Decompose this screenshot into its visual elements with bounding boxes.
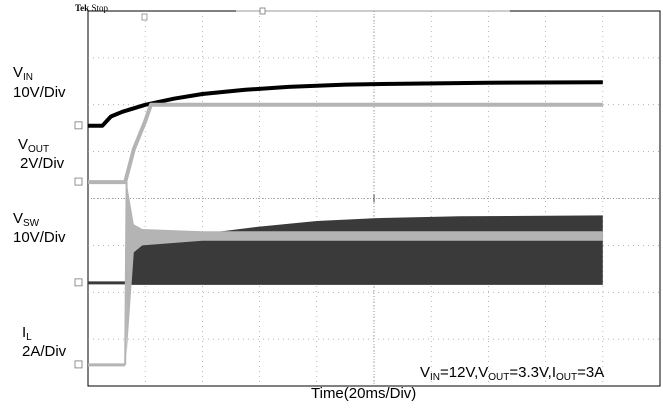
vin-ground-marker	[74, 121, 83, 130]
il-startup-spike	[124, 182, 128, 365]
vout-ground-marker	[74, 177, 83, 186]
vin-scale-label: 10V/Div	[13, 84, 66, 101]
il-scale-label: 2A/Div	[22, 343, 67, 360]
vsw-scale-label: 10V/Div	[13, 229, 66, 246]
vsw-switching-envelope	[125, 215, 603, 285]
vin-channel-label: VIN	[13, 64, 34, 83]
vsw-channel-label: VSW	[13, 210, 40, 229]
record-window-marker	[259, 7, 266, 15]
vsw-ground-marker	[74, 278, 83, 287]
trigger-position-marker	[141, 13, 148, 21]
x-axis-label: Time(20ms/Div)	[311, 385, 417, 402]
vin-trace	[88, 80, 603, 128]
il-ground-marker	[74, 360, 83, 369]
scope-status: Tek Stop	[75, 3, 108, 13]
test-conditions: VIN=12V,VOUT=3.3V,IOUT=3A	[420, 364, 605, 383]
vout-scale-label: 2V/Div	[20, 155, 65, 172]
vout-trace	[88, 102, 603, 185]
vout-channel-label: VOUT	[18, 136, 50, 155]
il-channel-label: IL	[22, 324, 32, 343]
